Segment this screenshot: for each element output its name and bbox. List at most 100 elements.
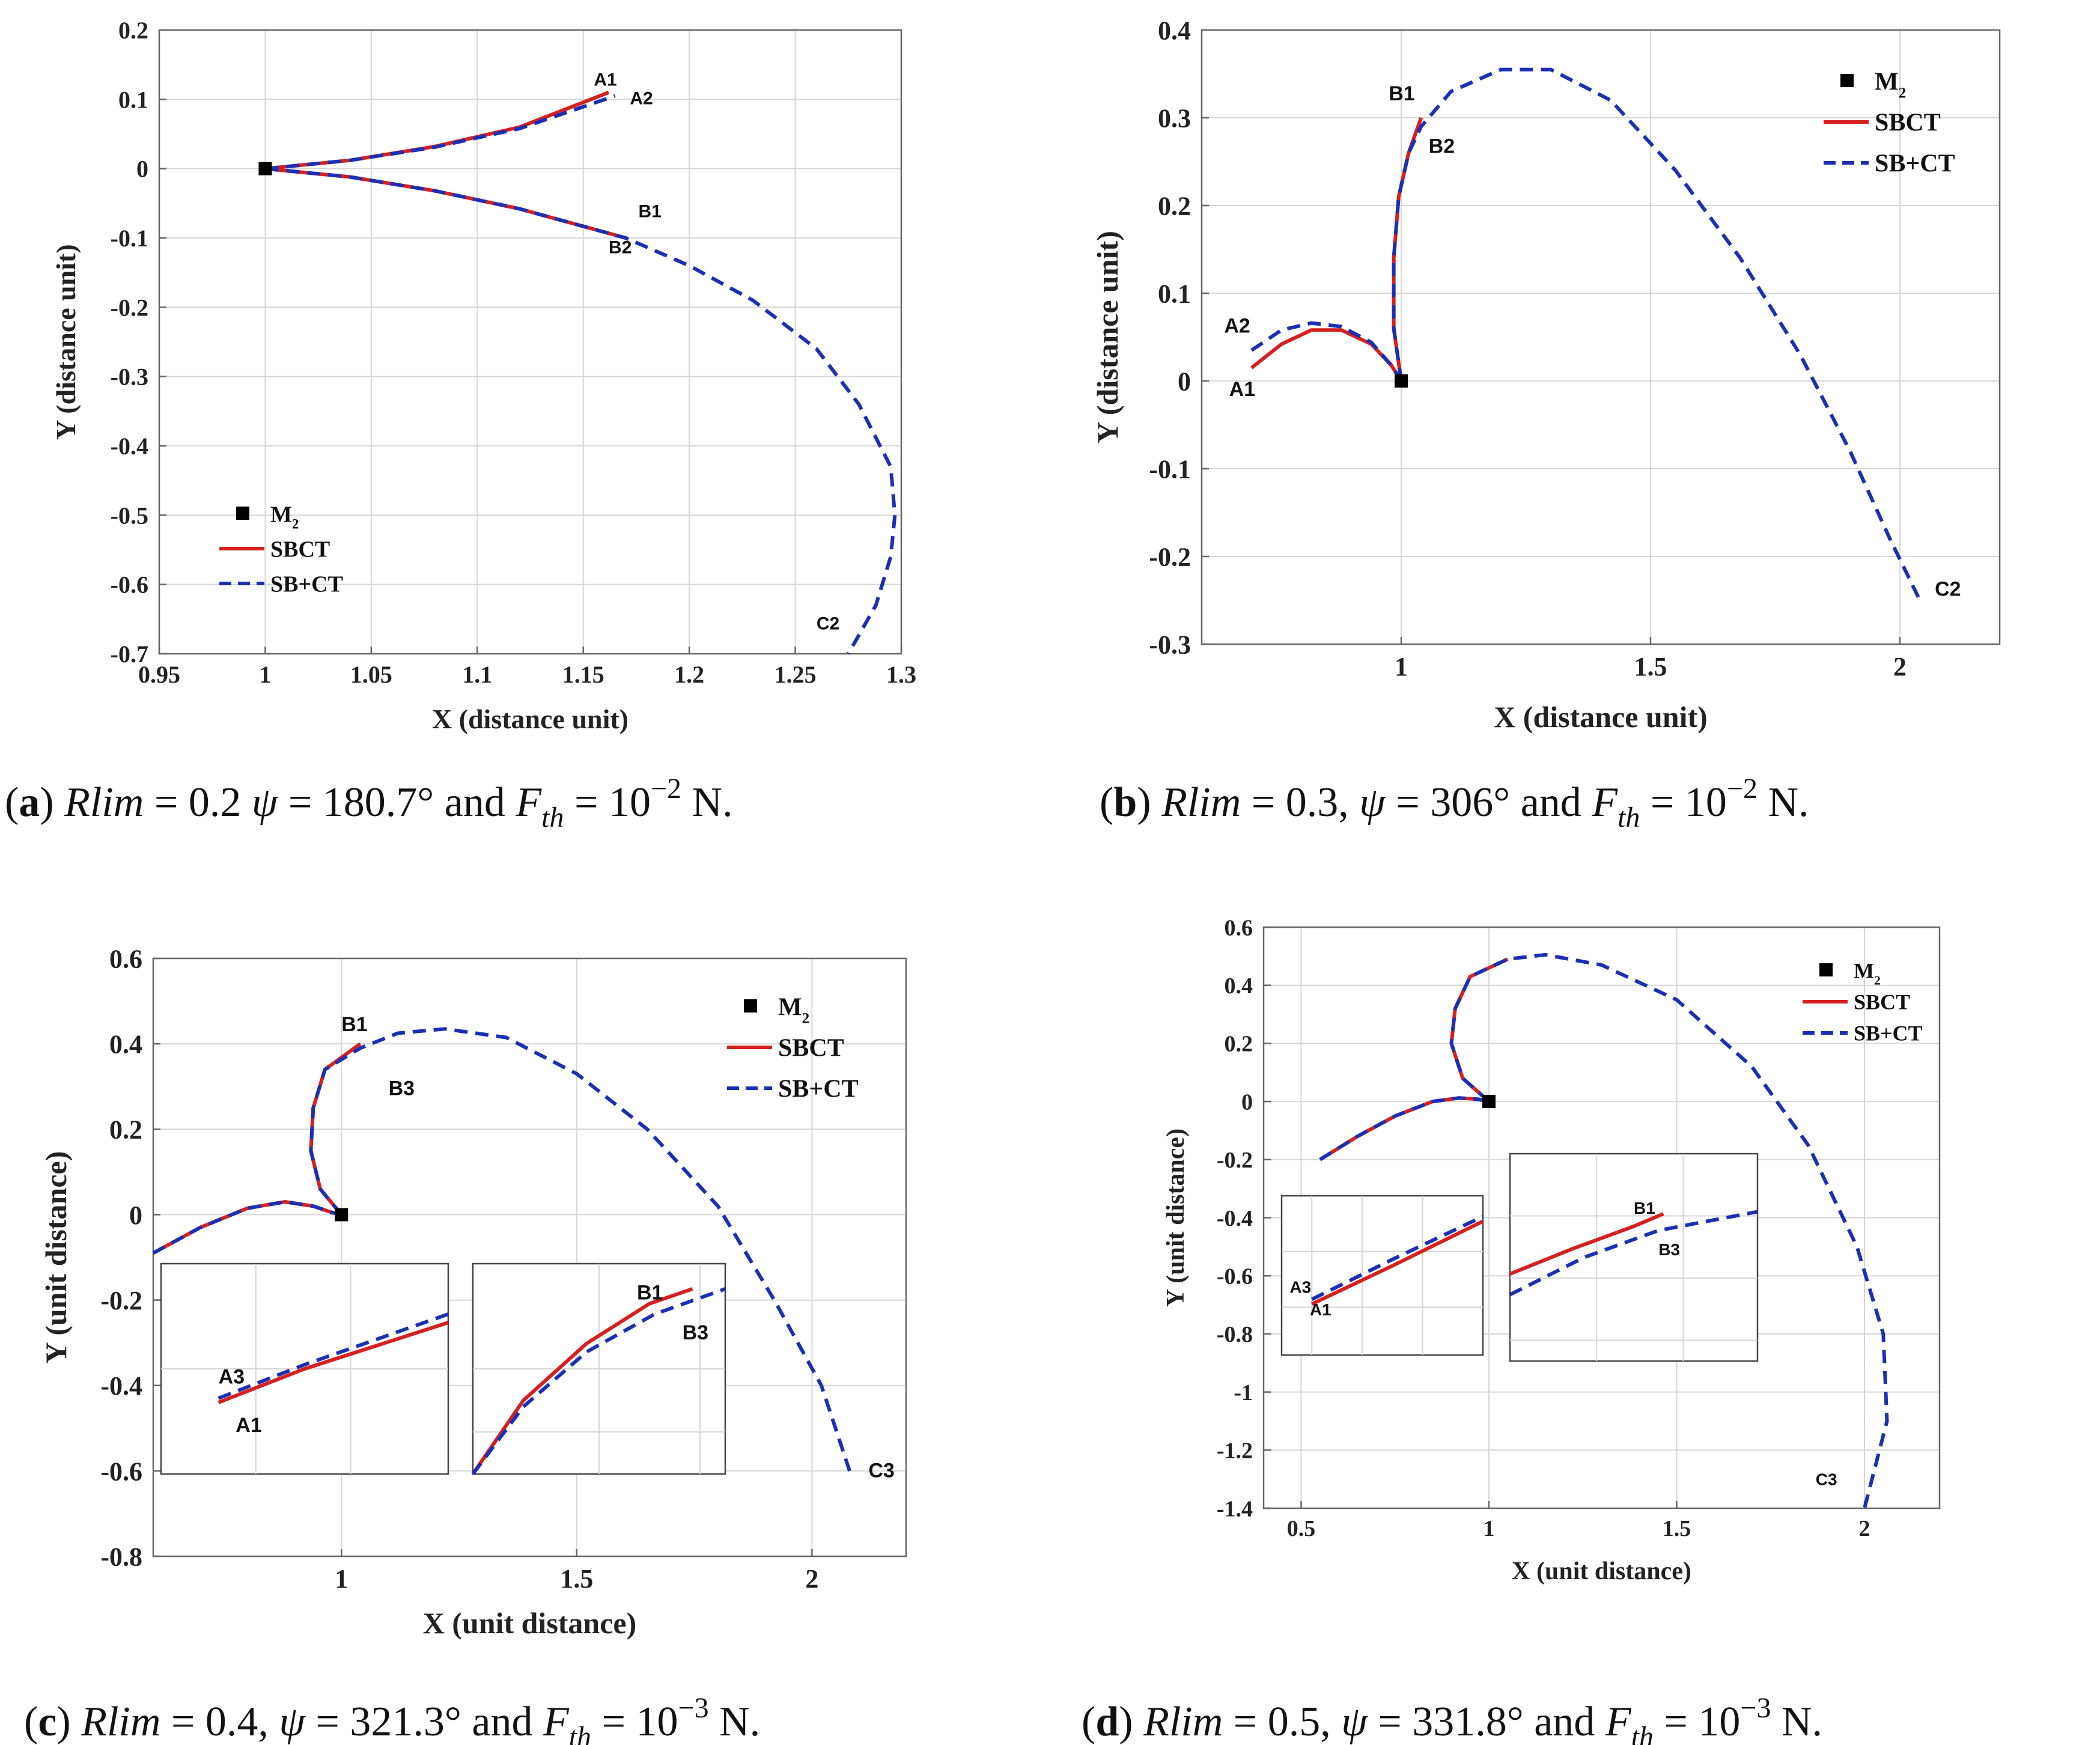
legend-sbct-label: SBCT: [1875, 109, 1941, 137]
x-tick-label: 1.1: [462, 661, 492, 688]
caption-paren: (: [1082, 1699, 1095, 1745]
y-tick-label: 0.2: [118, 17, 148, 44]
x-tick-label: 1.15: [562, 661, 604, 688]
y-tick-label: -0.8: [1217, 1322, 1253, 1347]
caption-paren: (: [1100, 779, 1113, 826]
caption-exp: −2: [651, 773, 681, 805]
x-axis-title: X (unit distance): [1512, 1558, 1691, 1585]
point-label: A1: [594, 70, 616, 90]
y-tick-label: 0: [129, 1201, 142, 1230]
caption-and: and: [472, 1699, 532, 1745]
caption-fth: F: [1605, 1699, 1632, 1745]
series-sb-ct-line: [309, 1027, 851, 1472]
y-tick-label: -0.6: [1217, 1264, 1253, 1290]
caption-label: d: [1095, 1699, 1119, 1745]
caption-eq: =: [1223, 1699, 1267, 1745]
caption-psi-symbol: ψ: [252, 779, 279, 826]
plot-frame: [152, 957, 907, 1558]
y-tick-label: 0.1: [118, 86, 148, 113]
point-label: B2: [609, 237, 632, 257]
legend-m2-marker: [744, 999, 757, 1013]
y-tick-label: -0.4: [100, 1371, 142, 1401]
x-tick-label: 1.25: [775, 661, 817, 688]
y-tick-label: -0.6: [100, 1457, 142, 1486]
point-label: C2: [817, 614, 839, 634]
series-sbct-line: [1392, 117, 1423, 382]
caption-unit: N.: [1768, 779, 1809, 826]
point-label: B3: [389, 1077, 415, 1100]
legend-m2-label: M2: [270, 502, 299, 531]
legend-m2-marker: [1819, 963, 1833, 976]
legend-m2-marker: [236, 507, 249, 520]
x-tick-label: 0.5: [1287, 1516, 1316, 1541]
point-label: C3: [868, 1460, 894, 1482]
series-sbct-line: [1250, 328, 1403, 382]
y-tick-label: -0.5: [111, 502, 148, 529]
caption-psi: 306°: [1430, 779, 1510, 826]
caption-unit: N.: [1782, 1699, 1822, 1745]
caption-var: Rlim: [1161, 779, 1241, 826]
caption-eq: =: [1368, 1699, 1412, 1745]
caption-space: [1524, 1699, 1535, 1745]
y-tick-label: -0.2: [100, 1286, 142, 1315]
y-axis-title: Y (unit distance): [39, 1151, 73, 1364]
y-tick-label: 0.2: [109, 1115, 142, 1145]
x-tick-label: 1.5: [560, 1564, 593, 1594]
caption-paren: (: [5, 779, 19, 826]
legend-sbct-label: SBCT: [1854, 990, 1910, 1014]
caption-eq: =: [305, 1699, 350, 1745]
y-tick-label: 0: [136, 156, 148, 183]
caption-and: and: [445, 779, 505, 826]
inset-point-label: A1: [236, 1414, 261, 1437]
caption-psi: 180.7°: [323, 779, 434, 826]
inset-point-label: A3: [219, 1366, 245, 1389]
plot-frame: [158, 29, 902, 655]
inset-frame: [1509, 1153, 1759, 1362]
m2-marker: [258, 162, 272, 175]
caption-space: [1331, 1699, 1342, 1745]
caption-space: [1595, 1699, 1605, 1745]
caption-value: 0.2: [189, 779, 242, 826]
caption-space: [681, 779, 692, 826]
x-tick-label: 1: [259, 661, 271, 688]
caption-fth: F: [543, 1699, 570, 1745]
y-tick-label: 0.6: [1225, 915, 1253, 940]
legend-sb-ct-label: SB+CT: [778, 1076, 859, 1103]
y-tick-label: -1: [1234, 1380, 1253, 1405]
y-tick-label: 0.3: [1158, 103, 1191, 133]
caption-ten: 10: [1698, 1699, 1740, 1745]
caption-eq: =: [1386, 779, 1430, 826]
caption-fth-sub: th: [1618, 802, 1640, 833]
caption-eq: =: [1640, 779, 1684, 826]
y-tick-label: -0.2: [1149, 542, 1191, 571]
x-tick-label: 1: [335, 1564, 348, 1594]
point-label: B2: [1429, 135, 1455, 157]
legend-m2-label: M2: [1875, 69, 1906, 102]
inset-point-label: A3: [1289, 1278, 1311, 1297]
caption-fth-sub: th: [569, 1721, 591, 1745]
series-sb-ct-line: [1392, 67, 1922, 601]
caption-value: 0.5,: [1268, 1699, 1331, 1745]
caption-ten: 10: [1685, 779, 1727, 826]
caption-value: 0.3,: [1286, 779, 1349, 826]
inset-c-2: B1 B3: [471, 1262, 726, 1475]
inset-sbct-line: [1509, 1212, 1664, 1276]
y-tick-label: 0.2: [1158, 191, 1191, 221]
inset-sbct-line: [471, 1287, 693, 1475]
inset-point-label: B1: [637, 1282, 663, 1305]
x-tick-label: 0.95: [138, 661, 180, 688]
caption-psi-symbol: ψ: [279, 1699, 306, 1745]
inset-point-label: B3: [1658, 1240, 1680, 1259]
caption-label: c: [38, 1699, 56, 1745]
y-tick-label: -0.4: [111, 433, 148, 460]
legend-m2-sub: 2: [1899, 85, 1907, 101]
series-sb-ct-line: [265, 94, 616, 171]
caption-fth-sub: th: [541, 802, 564, 833]
point-label: A2: [630, 88, 653, 108]
caption-space: [1771, 1699, 1782, 1745]
series-sbct-line: [1319, 1096, 1490, 1162]
y-tick-label: -1.4: [1217, 1496, 1253, 1521]
point-label: C2: [1935, 578, 1961, 601]
